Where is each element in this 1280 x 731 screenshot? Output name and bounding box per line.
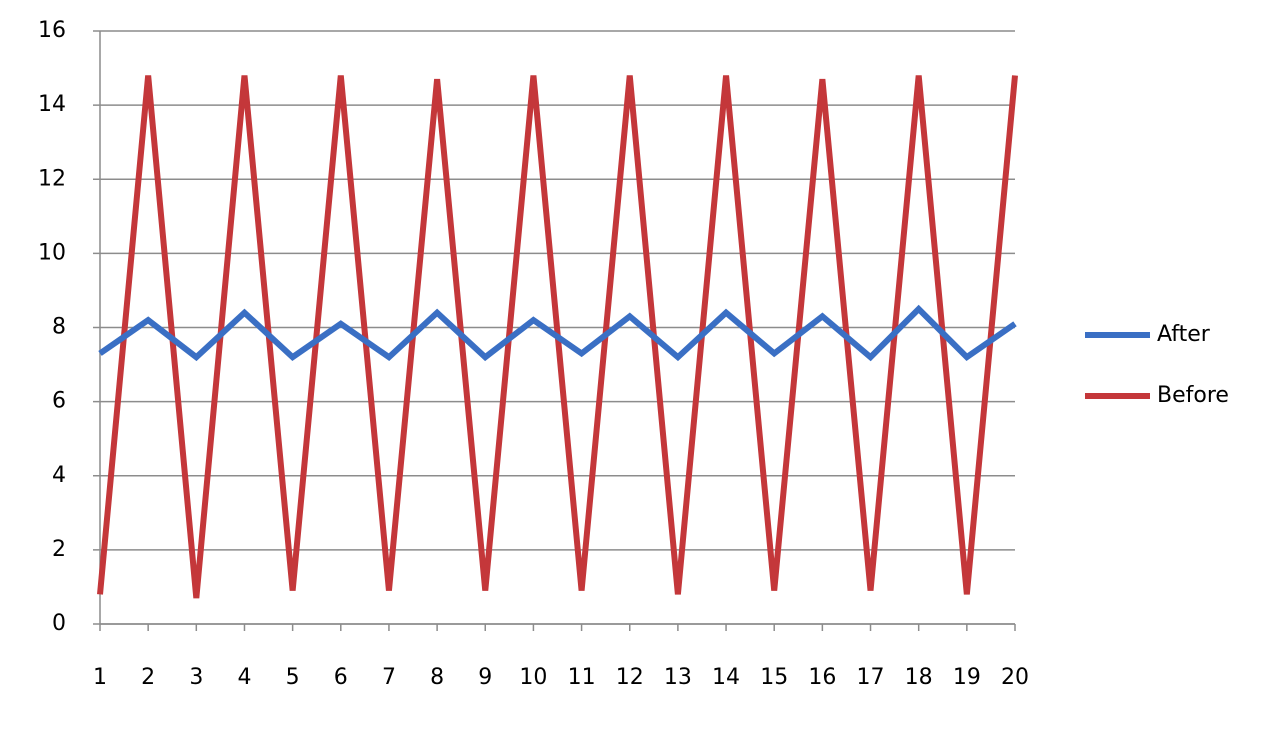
y-tick-label: 12 [38, 166, 66, 191]
x-tick-label: 6 [334, 665, 348, 690]
y-tick-label: 0 [52, 611, 66, 636]
series-line [98, 304, 1017, 362]
y-tick-label: 16 [38, 18, 66, 43]
x-tick-label: 20 [1001, 665, 1029, 690]
x-tick-label: 9 [478, 665, 492, 690]
x-tick-label: 17 [857, 665, 885, 690]
legend-label: After [1157, 322, 1211, 347]
x-tick-label: 12 [616, 665, 644, 690]
x-tick-label: 13 [664, 665, 692, 690]
x-tick-label: 1 [93, 665, 107, 690]
y-tick-label: 2 [52, 537, 66, 562]
x-tick-label: 2 [141, 665, 155, 690]
y-tick-label: 8 [52, 315, 66, 340]
x-tick-label: 10 [519, 665, 547, 690]
y-tick-label: 4 [52, 463, 66, 488]
x-tick-label: 7 [382, 665, 396, 690]
x-tick-label: 4 [237, 665, 251, 690]
y-tick-label: 14 [38, 92, 66, 117]
x-tick-label: 3 [189, 665, 203, 690]
x-tick-label: 18 [905, 665, 933, 690]
x-tick-label: 16 [808, 665, 836, 690]
x-tick-label: 5 [286, 665, 300, 690]
x-tick-label: 14 [712, 665, 740, 690]
y-tick-label: 6 [52, 389, 66, 414]
series-line [97, 75, 1018, 599]
x-tick-label: 19 [953, 665, 981, 690]
legend-label: Before [1157, 383, 1229, 408]
y-tick-label: 10 [38, 240, 66, 265]
x-tick-label: 11 [568, 665, 596, 690]
x-tick-label: 8 [430, 665, 444, 690]
x-tick-label: 15 [760, 665, 788, 690]
